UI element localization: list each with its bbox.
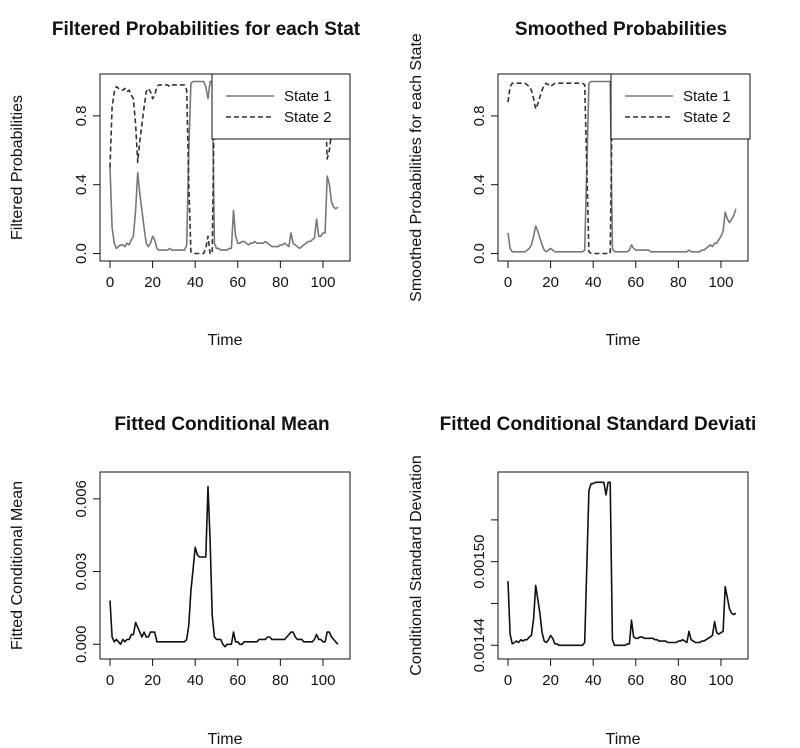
x-tick-label: 100 <box>708 274 733 291</box>
x-tick-label: 20 <box>542 274 559 291</box>
y-tick-label: 0.006 <box>73 480 90 518</box>
plot-frame <box>99 471 351 660</box>
legend-label: State 2 <box>683 109 731 126</box>
panel-2: Smoothed Probabilities 0 20 40 60 80 100 0.0 0.4… <box>408 19 751 349</box>
plot-frame <box>497 471 749 660</box>
legend-label: State 1 <box>683 88 731 105</box>
chart-title: Fitted Conditional Mean <box>114 414 329 435</box>
series-line-state-1 <box>109 80 339 251</box>
y-tick-label: 0.0 <box>471 243 488 264</box>
chart-title: Fitted Conditional Standard Deviati <box>440 414 757 435</box>
x-tick-label: 40 <box>585 672 602 689</box>
x-tick-label: 0 <box>504 274 512 291</box>
x-axis-label: Time <box>606 332 641 349</box>
x-tick-label: 60 <box>229 672 246 689</box>
x-tick-label: 100 <box>708 672 733 689</box>
x-tick-label: 80 <box>670 672 687 689</box>
x-tick-label: 80 <box>670 274 687 291</box>
y-tick-label: 0.00150 <box>471 535 488 589</box>
y-tick-label: 0.4 <box>471 174 488 195</box>
y-axis-label: Conditional Standard Deviation <box>408 455 425 676</box>
legend-box <box>211 73 351 140</box>
legend-label: State 1 <box>284 88 332 105</box>
x-tick-label: 20 <box>144 672 161 689</box>
x-tick-label: 80 <box>272 672 289 689</box>
x-tick-label: 0 <box>106 274 114 291</box>
series-line-1 <box>507 481 737 647</box>
panel-4: Fitted Conditional Standard Deviati 0 20 40… <box>408 414 756 748</box>
legend-box <box>610 73 751 140</box>
chart-title: Filtered Probabilities for each Stat <box>52 19 361 40</box>
x-tick-label: 60 <box>229 274 246 291</box>
chart-title: Smoothed Probabilities <box>515 19 727 40</box>
x-tick-label: 100 <box>310 274 335 291</box>
x-tick-label: 100 <box>310 672 335 689</box>
y-tick-label: 0.00144 <box>471 618 488 672</box>
x-tick-label: 40 <box>585 274 602 291</box>
legend: State 1 State 2 <box>610 73 751 140</box>
x-tick-label: 60 <box>627 274 644 291</box>
x-axis-label: Time <box>208 731 243 748</box>
y-tick-label: 0.0 <box>73 243 90 264</box>
x-tick-label: 40 <box>187 672 204 689</box>
series-line-state-1 <box>507 80 737 253</box>
panel-3: Fitted Conditional Mean 0 20 40 60 80 100 0.000… <box>9 414 351 748</box>
legend: State 1 State 2 <box>211 73 351 140</box>
x-tick-label: 20 <box>542 672 559 689</box>
series-line-1 <box>109 485 339 648</box>
x-tick-label: 40 <box>187 274 204 291</box>
x-tick-label: 20 <box>144 274 161 291</box>
x-axis-label: Time <box>208 332 243 349</box>
x-tick-label: 0 <box>106 672 114 689</box>
panel-1: Filtered Probabilities for each Stat 0 20 4… <box>9 19 361 349</box>
x-tick-label: 60 <box>627 672 644 689</box>
x-tick-label: 0 <box>504 672 512 689</box>
x-tick-label: 80 <box>272 274 289 291</box>
y-tick-label: 0.8 <box>471 105 488 126</box>
y-tick-label: 0.003 <box>73 553 90 591</box>
y-tick-label: 0.8 <box>73 105 90 126</box>
y-axis-label: Smoothed Probabilities for each State <box>408 33 425 302</box>
y-tick-label: 0.000 <box>73 625 90 663</box>
x-axis-label: Time <box>606 731 641 748</box>
legend-label: State 2 <box>284 109 332 126</box>
y-axis-label: Filtered Probabilities <box>9 95 26 240</box>
y-tick-label: 0.4 <box>73 174 90 195</box>
y-axis-label: Fitted Conditional Mean <box>9 481 26 650</box>
